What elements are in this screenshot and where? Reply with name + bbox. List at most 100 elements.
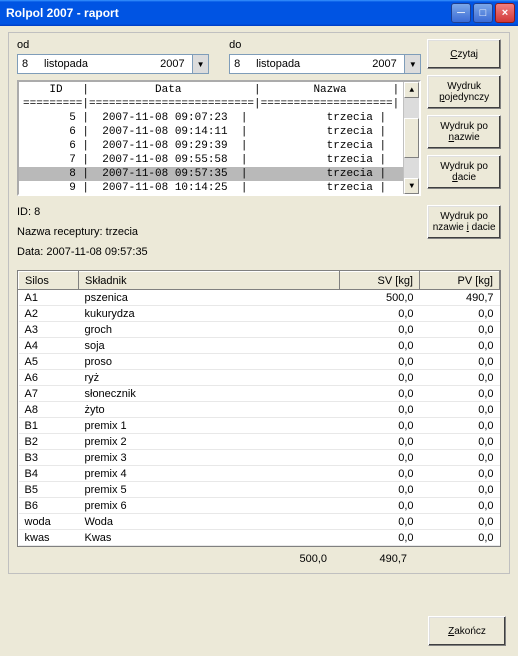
- cell-silos: A5: [19, 354, 79, 370]
- scroll-down-icon[interactable]: ▼: [404, 178, 419, 194]
- wydruk-pojedynczy-button[interactable]: Wydrukpojedynczy: [427, 75, 501, 109]
- do-month[interactable]: listopada: [252, 55, 368, 73]
- cell-sv: 500,0: [340, 290, 420, 306]
- wydruk-data-button[interactable]: Wydruk podacie: [427, 155, 501, 189]
- do-day[interactable]: 8: [230, 55, 252, 73]
- titlebar: Rolpol 2007 - raport ─ □ ×: [0, 0, 518, 26]
- cell-sv: 0,0: [340, 306, 420, 322]
- cell-pv: 0,0: [420, 514, 500, 530]
- records-listbox[interactable]: ID | Data | Nazwa |=========|===========…: [17, 80, 421, 196]
- od-month[interactable]: listopada: [40, 55, 156, 73]
- table-row[interactable]: A1pszenica500,0490,7: [19, 290, 500, 306]
- table-row[interactable]: wodaWoda0,00,0: [19, 514, 500, 530]
- list-row[interactable]: ID | Data | Nazwa |: [19, 83, 403, 97]
- list-row[interactable]: 9 | 2007-11-08 10:14:25 | trzecia |: [19, 181, 403, 194]
- cell-sv: 0,0: [340, 354, 420, 370]
- cell-pv: 0,0: [420, 450, 500, 466]
- cell-skladnik: premix 1: [79, 418, 340, 434]
- list-row[interactable]: 8 | 2007-11-08 09:57:35 | trzecia |: [19, 167, 403, 181]
- cell-pv: 0,0: [420, 306, 500, 322]
- cell-skladnik: premix 5: [79, 482, 340, 498]
- table-row[interactable]: B6premix 60,00,0: [19, 498, 500, 514]
- table-row[interactable]: B5premix 50,00,0: [19, 482, 500, 498]
- cell-silos: A4: [19, 338, 79, 354]
- scroll-track[interactable]: [404, 98, 419, 178]
- table-row[interactable]: A2kukurydza0,00,0: [19, 306, 500, 322]
- do-date-select[interactable]: 8 listopada 2007 ▼: [229, 54, 421, 74]
- list-row[interactable]: 6 | 2007-11-08 09:29:39 | trzecia |: [19, 139, 403, 153]
- list-row[interactable]: 7 | 2007-11-08 09:55:58 | trzecia |: [19, 153, 403, 167]
- chevron-down-icon[interactable]: ▼: [192, 55, 208, 73]
- cell-silos: A6: [19, 370, 79, 386]
- cell-silos: B4: [19, 466, 79, 482]
- cell-silos: kwas: [19, 530, 79, 546]
- col-sv[interactable]: SV [kg]: [340, 272, 420, 290]
- cell-sv: 0,0: [340, 466, 420, 482]
- col-skladnik[interactable]: Składnik: [79, 272, 340, 290]
- table-row[interactable]: B3premix 30,00,0: [19, 450, 500, 466]
- cell-pv: 0,0: [420, 354, 500, 370]
- cell-skladnik: premix 3: [79, 450, 340, 466]
- totals-row: 500,0 490,7: [17, 553, 501, 565]
- window-title: Rolpol 2007 - raport: [6, 6, 451, 20]
- cell-silos: B1: [19, 418, 79, 434]
- scroll-thumb[interactable]: [404, 118, 419, 158]
- scrollbar[interactable]: ▲ ▼: [403, 82, 419, 194]
- cell-skladnik: żyto: [79, 402, 340, 418]
- cell-silos: A3: [19, 322, 79, 338]
- chevron-down-icon[interactable]: ▼: [404, 55, 420, 73]
- col-pv[interactable]: PV [kg]: [420, 272, 500, 290]
- cell-skladnik: soja: [79, 338, 340, 354]
- table-row[interactable]: A6ryż0,00,0: [19, 370, 500, 386]
- data-label: Data: 2007-11-08 09:57:35: [17, 246, 421, 258]
- cell-pv: 0,0: [420, 530, 500, 546]
- cell-pv: 0,0: [420, 402, 500, 418]
- table-row[interactable]: B4premix 40,00,0: [19, 466, 500, 482]
- cell-sv: 0,0: [340, 386, 420, 402]
- table-row[interactable]: B1premix 10,00,0: [19, 418, 500, 434]
- cell-skladnik: pszenica: [79, 290, 340, 306]
- cell-silos: A1: [19, 290, 79, 306]
- table-row[interactable]: B2premix 20,00,0: [19, 434, 500, 450]
- do-year[interactable]: 2007: [368, 55, 404, 73]
- cell-skladnik: Woda: [79, 514, 340, 530]
- table-row[interactable]: A4soja0,00,0: [19, 338, 500, 354]
- cell-sv: 0,0: [340, 482, 420, 498]
- cell-pv: 0,0: [420, 322, 500, 338]
- od-label: od: [17, 39, 209, 51]
- scroll-up-icon[interactable]: ▲: [404, 82, 419, 98]
- do-label: do: [229, 39, 421, 51]
- cell-pv: 0,0: [420, 418, 500, 434]
- cell-skladnik: ryż: [79, 370, 340, 386]
- client-area: od 8 listopada 2007 ▼ do 8 listopada: [0, 26, 518, 656]
- od-year[interactable]: 2007: [156, 55, 192, 73]
- wydruk-nazwa-data-button[interactable]: Wydruk ponzawie i dacie: [427, 205, 501, 239]
- table-row[interactable]: A7słonecznik0,00,0: [19, 386, 500, 402]
- cell-skladnik: kukurydza: [79, 306, 340, 322]
- col-silos[interactable]: Silos: [19, 272, 79, 290]
- minimize-button[interactable]: ─: [451, 3, 471, 23]
- czytaj-button[interactable]: Czytaj: [427, 39, 501, 69]
- od-day[interactable]: 8: [18, 55, 40, 73]
- od-date-select[interactable]: 8 listopada 2007 ▼: [17, 54, 209, 74]
- close-button[interactable]: ×: [495, 3, 515, 23]
- cell-pv: 0,0: [420, 434, 500, 450]
- list-row[interactable]: 6 | 2007-11-08 09:14:11 | trzecia |: [19, 125, 403, 139]
- cell-skladnik: premix 6: [79, 498, 340, 514]
- table-row[interactable]: A3groch0,00,0: [19, 322, 500, 338]
- wydruk-nazwa-button[interactable]: Wydruk ponazwie: [427, 115, 501, 149]
- cell-sv: 0,0: [340, 514, 420, 530]
- cell-sv: 0,0: [340, 498, 420, 514]
- cell-silos: B5: [19, 482, 79, 498]
- table-row[interactable]: A8żyto0,00,0: [19, 402, 500, 418]
- list-row[interactable]: 5 | 2007-11-08 09:07:23 | trzecia |: [19, 111, 403, 125]
- total-sv: 500,0: [253, 553, 333, 565]
- table-row[interactable]: A5proso0,00,0: [19, 354, 500, 370]
- cell-pv: 0,0: [420, 386, 500, 402]
- cell-silos: A7: [19, 386, 79, 402]
- maximize-button[interactable]: □: [473, 3, 493, 23]
- zakoncz-button[interactable]: Zakończ: [428, 616, 506, 646]
- table-row[interactable]: kwasKwas0,00,0: [19, 530, 500, 546]
- list-row[interactable]: =========|=========================|====…: [19, 97, 403, 111]
- nazwa-label: Nazwa receptury: trzecia: [17, 226, 421, 238]
